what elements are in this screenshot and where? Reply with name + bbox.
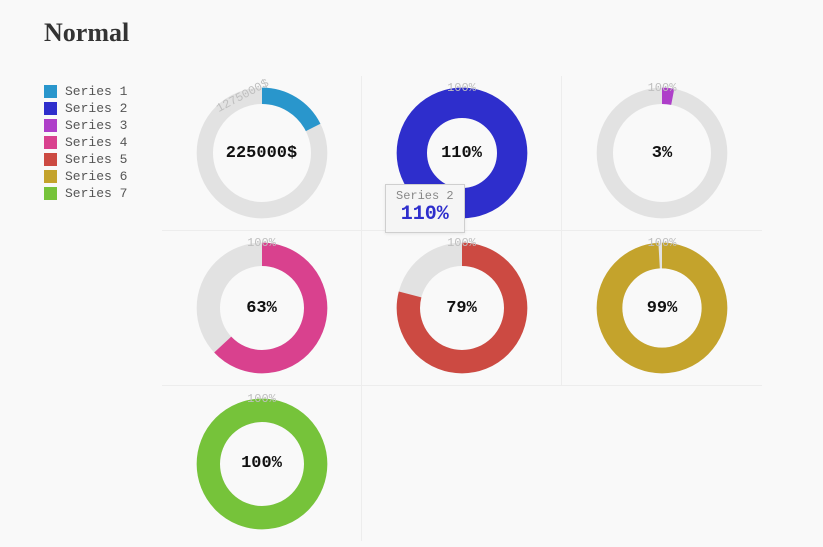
legend-swatch <box>44 153 57 166</box>
donut-max-label: 100% <box>447 236 476 250</box>
donut-s7[interactable]: 100%100% <box>192 394 332 534</box>
donut-max-label: 100% <box>247 236 276 250</box>
donut-s6[interactable]: 99%100% <box>592 238 732 378</box>
donut-max-label: 100% <box>247 392 276 406</box>
legend-item[interactable]: Series 1 <box>44 84 127 99</box>
legend-swatch <box>44 85 57 98</box>
legend-item[interactable]: Series 5 <box>44 152 127 167</box>
chart-cell: 3%100% <box>562 76 762 231</box>
donut-s3[interactable]: 3%100% <box>592 83 732 223</box>
chart-cell: 63%100% <box>162 231 362 386</box>
chart-cell <box>362 386 562 541</box>
legend-label: Series 7 <box>65 186 127 201</box>
legend-label: Series 5 <box>65 152 127 167</box>
donut-value: 63% <box>192 238 332 378</box>
donut-s5[interactable]: 79%100% <box>392 238 532 378</box>
donut-value: 225000$ <box>192 83 332 223</box>
chart-row: 63%100%79%100%99%100% <box>162 231 764 386</box>
legend-swatch <box>44 187 57 200</box>
chart-grid: 225000$1275000$110%100%3%100%63%100%79%1… <box>162 76 764 541</box>
legend-label: Series 4 <box>65 135 127 150</box>
donut-s1[interactable]: 225000$1275000$ <box>192 83 332 223</box>
chart-cell: 225000$1275000$ <box>162 76 362 231</box>
tooltip-label: Series 2 <box>396 189 454 203</box>
legend-swatch <box>44 170 57 183</box>
donut-max-label: 100% <box>447 81 476 95</box>
legend-item[interactable]: Series 3 <box>44 118 127 133</box>
donut-value: 100% <box>192 394 332 534</box>
donut-value: 3% <box>592 83 732 223</box>
legend-item[interactable]: Series 7 <box>44 186 127 201</box>
chart-cell <box>562 386 762 541</box>
legend-label: Series 2 <box>65 101 127 116</box>
page-title: Normal <box>44 18 129 48</box>
tooltip-value: 110% <box>396 203 454 226</box>
legend-swatch <box>44 119 57 132</box>
legend-label: Series 3 <box>65 118 127 133</box>
legend-swatch <box>44 102 57 115</box>
donut-s4[interactable]: 63%100% <box>192 238 332 378</box>
donut-value: 99% <box>592 238 732 378</box>
donut-value: 79% <box>392 238 532 378</box>
legend-item[interactable]: Series 2 <box>44 101 127 116</box>
donut-max-label: 100% <box>648 81 677 95</box>
chart-cell: 99%100% <box>562 231 762 386</box>
legend-label: Series 6 <box>65 169 127 184</box>
legend-item[interactable]: Series 6 <box>44 169 127 184</box>
page: Normal Series 1Series 2Series 3Series 4S… <box>0 0 823 547</box>
legend: Series 1 Series 2 Series 3 Series 4 Series 5… <box>44 84 127 203</box>
legend-item[interactable]: Series 4 <box>44 135 127 150</box>
donut-max-label: 100% <box>648 236 677 250</box>
legend-swatch <box>44 136 57 149</box>
chart-cell: 79%100% <box>362 231 562 386</box>
chart-row: 100%100% <box>162 386 764 541</box>
legend-label: Series 1 <box>65 84 127 99</box>
tooltip: Series 2 110% <box>385 184 465 233</box>
chart-cell: 100%100% <box>162 386 362 541</box>
